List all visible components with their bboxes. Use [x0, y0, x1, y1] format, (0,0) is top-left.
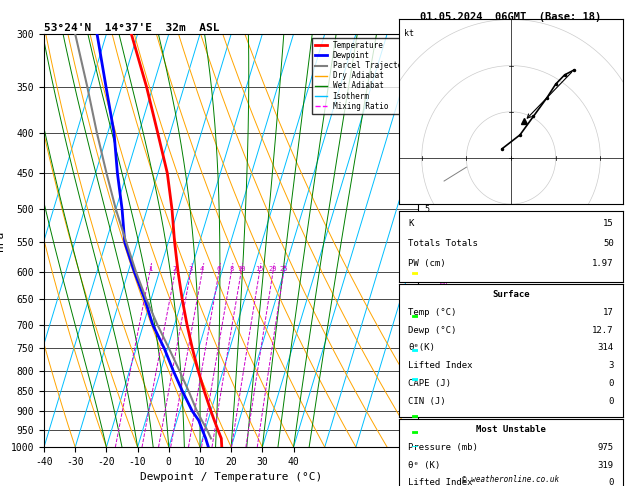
Text: 8: 8 — [425, 83, 430, 91]
Text: 975: 975 — [598, 443, 614, 452]
Text: 01.05.2024  06GMT  (Base: 18): 01.05.2024 06GMT (Base: 18) — [420, 12, 602, 22]
Text: 9: 9 — [425, 30, 430, 38]
Text: © weatheronline.co.uk: © weatheronline.co.uk — [462, 474, 560, 484]
Text: 2: 2 — [425, 366, 430, 375]
Text: Surface: Surface — [493, 290, 530, 299]
Text: kt: kt — [404, 29, 414, 38]
Text: 3: 3 — [189, 266, 193, 272]
Y-axis label: hPa: hPa — [0, 230, 5, 251]
Text: Mixing Ratio (g/kg): Mixing Ratio (g/kg) — [439, 214, 448, 309]
Text: 12.7: 12.7 — [593, 326, 614, 335]
Text: 15: 15 — [603, 219, 614, 228]
Text: 1: 1 — [425, 406, 430, 416]
Text: Pressure (mb): Pressure (mb) — [408, 443, 478, 452]
Text: Totals Totals: Totals Totals — [408, 239, 478, 248]
Text: 0: 0 — [608, 397, 614, 405]
Text: 0: 0 — [608, 379, 614, 388]
X-axis label: Dewpoint / Temperature (°C): Dewpoint / Temperature (°C) — [140, 472, 322, 483]
Text: 319: 319 — [598, 461, 614, 469]
Text: 7: 7 — [425, 128, 430, 137]
Text: 1.97: 1.97 — [593, 259, 614, 268]
Text: 0: 0 — [425, 443, 430, 451]
Text: PW (cm): PW (cm) — [408, 259, 446, 268]
Text: 3: 3 — [425, 320, 430, 329]
Text: 4: 4 — [200, 266, 204, 272]
Text: ASL: ASL — [425, 23, 440, 32]
Text: Dewp (°C): Dewp (°C) — [408, 326, 457, 335]
Text: km: km — [425, 18, 435, 27]
Text: 1: 1 — [148, 266, 152, 272]
Text: LCL: LCL — [425, 425, 440, 434]
Text: θᵉ(K): θᵉ(K) — [408, 343, 435, 352]
Text: Most Unstable: Most Unstable — [476, 425, 546, 434]
Text: CAPE (J): CAPE (J) — [408, 379, 452, 388]
Text: Lifted Index: Lifted Index — [408, 361, 473, 370]
Text: 2: 2 — [173, 266, 177, 272]
Text: Temp (°C): Temp (°C) — [408, 308, 457, 317]
Text: 50: 50 — [603, 239, 614, 248]
Text: 15: 15 — [255, 266, 264, 272]
Text: 8: 8 — [229, 266, 233, 272]
Text: 4: 4 — [425, 267, 430, 277]
Text: 17: 17 — [603, 308, 614, 317]
Text: 20: 20 — [269, 266, 277, 272]
Text: 5: 5 — [425, 205, 430, 214]
Text: 25: 25 — [279, 266, 288, 272]
Text: 10: 10 — [237, 266, 245, 272]
Text: θᵉ (K): θᵉ (K) — [408, 461, 440, 469]
Text: CIN (J): CIN (J) — [408, 397, 446, 405]
Text: 314: 314 — [598, 343, 614, 352]
Text: 6: 6 — [217, 266, 221, 272]
Legend: Temperature, Dewpoint, Parcel Trajectory, Dry Adiabat, Wet Adiabat, Isotherm, Mi: Temperature, Dewpoint, Parcel Trajectory… — [312, 38, 415, 114]
Text: 6: 6 — [425, 169, 430, 178]
Text: 0: 0 — [608, 478, 614, 486]
Text: 53°24'N  14°37'E  32m  ASL: 53°24'N 14°37'E 32m ASL — [44, 23, 220, 33]
Text: K: K — [408, 219, 414, 228]
Text: 3: 3 — [608, 361, 614, 370]
Text: Lifted Index: Lifted Index — [408, 478, 473, 486]
